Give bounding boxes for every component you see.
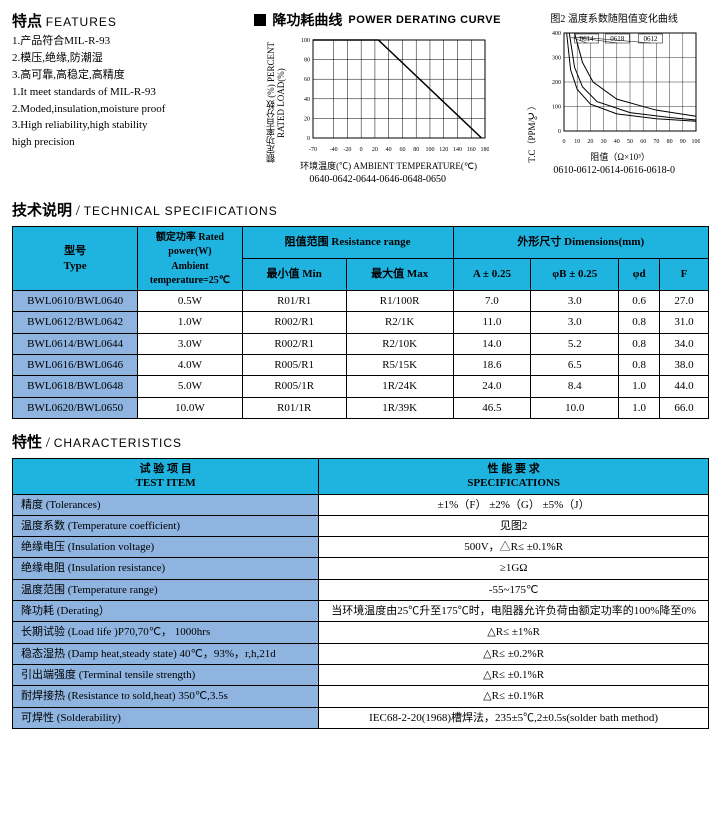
svg-text:100: 100 xyxy=(301,38,310,44)
tc-svg: 0102030405060708090100010020030040006140… xyxy=(540,27,700,145)
table-row: BWL0618/BWL06485.0WR005/1R1R/24K24.08.41… xyxy=(13,376,709,397)
svg-text:100: 100 xyxy=(552,105,561,111)
table-row: 温度系数 (Temperature coefficient)见图2 xyxy=(13,515,709,536)
svg-text:20: 20 xyxy=(304,116,310,122)
svg-text:0: 0 xyxy=(359,147,362,153)
svg-text:-40: -40 xyxy=(329,147,337,153)
table-row: 降功耗 (Derating）当环境温度由25℃升至175℃时，电阻器允许负荷由额… xyxy=(13,601,709,622)
table-row: 温度范围 (Temperature range)-55~175℃ xyxy=(13,579,709,600)
svg-text:50: 50 xyxy=(627,139,633,145)
table-row: 稳态湿热 (Damp heat,steady state) 40℃，93%，r,… xyxy=(13,643,709,664)
svg-text:0618: 0618 xyxy=(610,35,625,43)
table-row: 绝缘电阻 (Insulation resistance)≥1GΩ xyxy=(13,558,709,579)
table-row: 可焊性 (Solderability)IEC68-2-20(1968)槽焊法，2… xyxy=(13,707,709,728)
svg-text:0: 0 xyxy=(558,129,561,135)
svg-text:80: 80 xyxy=(304,58,310,64)
svg-text:40: 40 xyxy=(385,147,391,153)
techspec-heading: 技术说明 / TECHNICAL SPECIFICATIONS xyxy=(12,199,709,220)
feature-line: 1.It meet standards of MIL-R-93 xyxy=(12,85,237,100)
feature-line: 3.High reliability,high stability xyxy=(12,118,237,133)
features-block: 特点 FEATURES 1.产品符合MIL-R-93 2.模压,绝缘,防潮湿 3.高… xyxy=(12,10,237,185)
derating-models: 0640-0642-0644-0646-0648-0650 xyxy=(309,174,446,185)
tc-title: 图2 温度系数随阻值变化曲线 xyxy=(550,10,678,25)
table-row: 耐焊接热 (Resistance to sold,heat) 350℃,3.5s… xyxy=(13,686,709,707)
svg-text:60: 60 xyxy=(304,77,310,83)
svg-text:160: 160 xyxy=(466,147,475,153)
derating-svg: -70 -40 -20 0 20 40 60 80 100 120 140 160 180 0 20 40 60… xyxy=(289,34,489,154)
derating-chart: 降功耗曲线 POWER DERATING CURVE 额定功率百分数 (%) P… xyxy=(247,10,508,185)
tc-chart: 图2 温度系数随阻值变化曲线 T.C（PPM/℃） 0 10 20 30 40 50 60 7… xyxy=(518,10,710,185)
tc-models: 0610-0612-0614-0616-0618-0 xyxy=(553,165,675,176)
svg-text:180: 180 xyxy=(480,147,489,153)
svg-text:70: 70 xyxy=(654,139,660,145)
svg-text:100: 100 xyxy=(425,147,434,153)
table-row: BWL0620/BWL065010.0WR01/1R1R/39K46.510.0… xyxy=(13,397,709,418)
svg-text:300: 300 xyxy=(552,56,561,62)
features-title-en: FEATURES xyxy=(46,15,117,29)
svg-text:40: 40 xyxy=(304,97,310,103)
svg-text:90: 90 xyxy=(680,139,686,145)
svg-text:60: 60 xyxy=(640,139,646,145)
svg-text:140: 140 xyxy=(453,147,462,153)
svg-text:200: 200 xyxy=(552,80,561,86)
feature-line: 3.高可靠,高稳定,高精度 xyxy=(12,68,237,83)
svg-text:100: 100 xyxy=(692,139,701,145)
spec-table-1: 型号Type 额定功率 Rated power(W)Ambient temper… xyxy=(12,226,709,419)
table-row: 精度 (Tolerances)±1%（F） ±2%（G） ±5%（J） xyxy=(13,494,709,515)
table-row: BWL0612/BWL06421.0WR002/R1R2/1K11.03.00.… xyxy=(13,312,709,333)
characteristics-table: 试 验 项 目TEST ITEM 性 能 要 求SPECIFICATIONS 精… xyxy=(12,458,709,729)
svg-text:0: 0 xyxy=(307,136,310,142)
feature-line: 2.模压,绝缘,防潮湿 xyxy=(12,51,237,66)
feature-line: high precision xyxy=(12,135,237,150)
svg-text:40: 40 xyxy=(614,139,620,145)
table-row: 长期试验 (Load life )P70,70℃， 1000hrs△R≤ ±1%… xyxy=(13,622,709,643)
feature-line: 1.产品符合MIL-R-93 xyxy=(12,34,237,49)
tc-ylabel: T.C（PPM/℃） xyxy=(528,101,538,163)
derating-title-zh: 降功耗曲线 xyxy=(272,10,342,30)
svg-text:0: 0 xyxy=(563,139,566,145)
svg-text:120: 120 xyxy=(439,147,448,153)
svg-text:-20: -20 xyxy=(343,147,351,153)
feature-line: 2.Moded,insulation,moisture proof xyxy=(12,102,237,117)
derating-ylabel: 额定功率百分数 (%) PERCENT RATED LOAD(%) xyxy=(267,34,287,172)
svg-text:400: 400 xyxy=(552,31,561,37)
chars-heading: 特性 / CHARACTERISTICS xyxy=(12,431,709,452)
svg-text:60: 60 xyxy=(399,147,405,153)
table-row: BWL0616/BWL06464.0WR005/R1R5/15K18.66.50… xyxy=(13,355,709,376)
features-title-zh: 特点 xyxy=(12,14,42,30)
svg-text:20: 20 xyxy=(371,147,377,153)
derating-xlabel: 环境温度(℃) AMBIENT TEMPERATURE(℃) xyxy=(289,159,489,172)
svg-text:0612: 0612 xyxy=(644,35,659,43)
svg-text:20: 20 xyxy=(588,139,594,145)
svg-text:80: 80 xyxy=(413,147,419,153)
tc-xlabel: 阻值（Ω×10³） xyxy=(540,150,700,163)
svg-text:30: 30 xyxy=(601,139,607,145)
derating-title-en: POWER DERATING CURVE xyxy=(348,14,501,26)
table-row: BWL0614/BWL06443.0WR002/R1R2/10K14.05.20… xyxy=(13,333,709,354)
square-icon xyxy=(254,14,266,26)
table-row: 绝缘电压 (Insulation voltage)500V，△R≤ ±0.1%R xyxy=(13,537,709,558)
table-row: 引出端强度 (Terminal tensile strength)△R≤ ±0.… xyxy=(13,664,709,685)
svg-text:80: 80 xyxy=(667,139,673,145)
svg-text:-70: -70 xyxy=(309,147,317,153)
table-row: BWL0610/BWL06400.5WR01/R1R1/100R7.03.00.… xyxy=(13,291,709,312)
svg-text:10: 10 xyxy=(574,139,580,145)
